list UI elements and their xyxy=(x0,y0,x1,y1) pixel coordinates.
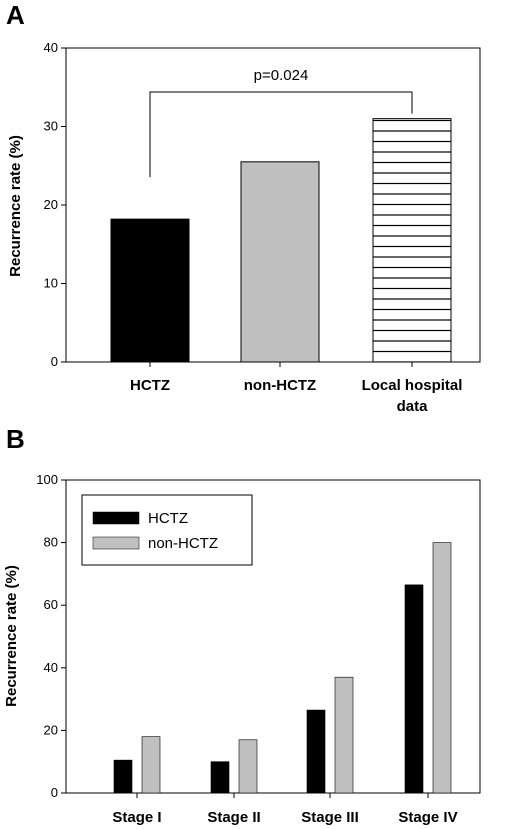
chart-a-bars xyxy=(110,118,452,363)
y-tick-label: 60 xyxy=(44,597,58,612)
y-tick-label: 40 xyxy=(44,40,58,55)
chart-b-plot-frame xyxy=(65,479,481,794)
bar xyxy=(238,739,258,794)
chart-b: Recurrence rate (%) 0 20 40 60 80 100 Stage I… xyxy=(3,472,481,826)
category-label: Local hospital xyxy=(362,377,463,394)
legend-swatch-non-hctz xyxy=(92,536,140,550)
category-label: HCTZ xyxy=(130,377,170,394)
bar xyxy=(334,676,354,794)
bar xyxy=(113,759,133,794)
chart-b-ylabel: Recurrence rate (%) xyxy=(3,565,20,707)
bar xyxy=(372,118,452,363)
y-tick-label: 40 xyxy=(44,660,58,675)
category-label: Stage III xyxy=(301,809,359,826)
chart-a-category-labels: HCTZ non-HCTZ Local hospital data xyxy=(130,362,462,415)
bar xyxy=(210,761,230,794)
legend-swatch-hctz xyxy=(92,511,140,525)
y-tick-label: 0 xyxy=(51,354,58,369)
chart-b-y-axis: 0 20 40 60 80 100 xyxy=(36,472,66,800)
category-label: data xyxy=(397,398,429,415)
chart-b-category-labels: Stage I Stage II Stage III Stage IV xyxy=(112,793,458,826)
chart-a-significance-bracket: p=0.024 xyxy=(149,67,413,178)
bar xyxy=(110,218,190,363)
category-label: Stage I xyxy=(112,809,161,826)
y-tick-label: 20 xyxy=(44,722,58,737)
legend-label-hctz: HCTZ xyxy=(148,510,188,527)
legend-label-non-hctz: non-HCTZ xyxy=(148,535,218,552)
chart-b-bars xyxy=(113,542,452,794)
y-tick-label: 10 xyxy=(44,276,58,291)
panel-a-label: A xyxy=(6,0,25,30)
y-tick-label: 30 xyxy=(44,119,58,134)
chart-a-y-axis: 0 10 20 30 40 xyxy=(44,40,66,369)
category-label: non-HCTZ xyxy=(244,377,316,394)
bar xyxy=(141,736,161,794)
chart-b-legend: HCTZ non-HCTZ xyxy=(81,494,253,566)
chart-a-ylabel: Recurrence rate (%) xyxy=(7,135,24,277)
chart-a: Recurrence rate (%) 0 10 20 30 40 HCTZ non-HC… xyxy=(7,40,481,415)
bar xyxy=(306,709,326,794)
y-tick-label: 0 xyxy=(51,785,58,800)
category-label: Stage II xyxy=(207,809,260,826)
y-tick-label: 80 xyxy=(44,535,58,550)
y-tick-label: 20 xyxy=(44,197,58,212)
y-tick-label: 100 xyxy=(36,472,58,487)
bar xyxy=(240,161,320,363)
panel-b-label: B xyxy=(6,424,25,454)
category-label: Stage IV xyxy=(398,809,457,826)
significance-bracket-line xyxy=(149,91,413,178)
bar xyxy=(404,584,424,794)
bar xyxy=(432,542,452,794)
legend-box xyxy=(81,494,253,566)
p-value-label: p=0.024 xyxy=(254,67,309,84)
